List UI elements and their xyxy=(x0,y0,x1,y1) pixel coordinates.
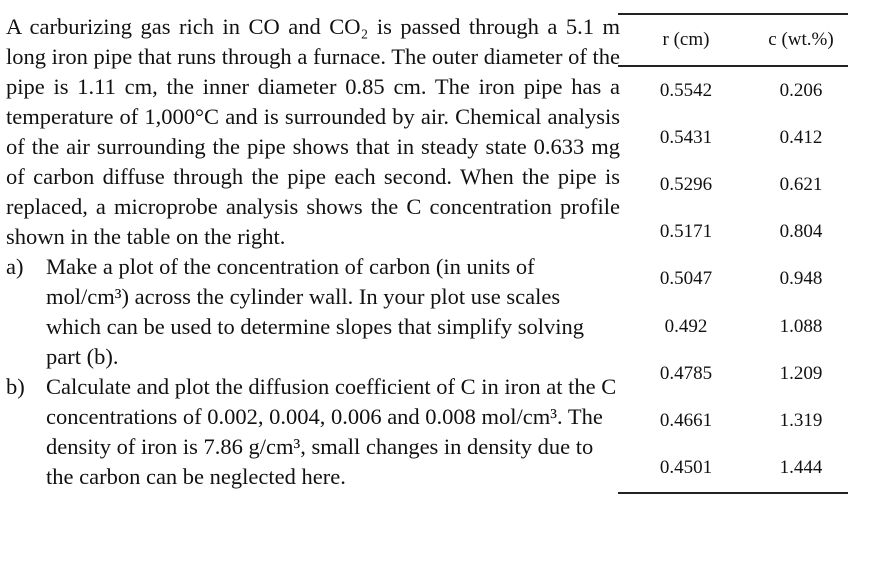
cell-radius: 0.5171 xyxy=(659,221,713,243)
problem-intro: A carburizing gas rich in CO and CO₂ is … xyxy=(6,14,620,249)
table-row: 0.4661 1.319 xyxy=(618,397,848,444)
cell-concentration: 1.319 xyxy=(779,409,823,431)
cell-concentration: 0.621 xyxy=(779,173,823,195)
cell-concentration: 0.948 xyxy=(779,268,823,290)
cell-radius: 0.5047 xyxy=(659,268,713,290)
table-row: 0.5431 0.412 xyxy=(618,114,848,161)
header-radius: r (cm) xyxy=(618,13,754,67)
cell-radius: 0.4661 xyxy=(659,409,713,431)
cell-concentration: 1.444 xyxy=(754,444,848,494)
table-row: 0.5296 0.621 xyxy=(618,161,848,208)
cell-radius: 0.5296 xyxy=(659,173,713,195)
cell-concentration: 0.206 xyxy=(779,79,823,101)
table-row: 0.4501 1.444 xyxy=(618,444,848,494)
concentration-table: r (cm) c (wt.%) 0.5542 0.206 0.5431 0.412 … xyxy=(618,13,848,494)
concentration-table-wrap: r (cm) c (wt.%) 0.5542 0.206 0.5431 0.412 … xyxy=(618,13,848,494)
cell-radius: 0.4501 xyxy=(618,444,754,494)
header-concentration: c (wt.%) xyxy=(754,13,848,67)
part-b-text: Calculate and plot the diffusion coeffic… xyxy=(46,374,617,489)
cell-concentration: 1.209 xyxy=(779,362,823,384)
part-b: b) Calculate and plot the diffusion coef… xyxy=(6,372,620,492)
cell-concentration: 1.088 xyxy=(779,315,823,337)
cell-radius: 0.492 xyxy=(664,315,708,337)
table-row: 0.492 1.088 xyxy=(618,303,848,350)
cell-radius: 0.5431 xyxy=(659,126,713,148)
part-a-text: Make a plot of the concentration of carb… xyxy=(46,254,585,369)
table-row: 0.4785 1.209 xyxy=(618,350,848,397)
cell-radius: 0.4785 xyxy=(659,362,713,384)
part-a-label: a) xyxy=(6,254,24,279)
table-row: 0.5171 0.804 xyxy=(618,209,848,256)
part-a: a) Make a plot of the concentration of c… xyxy=(6,252,620,372)
table-header-row: r (cm) c (wt.%) xyxy=(618,13,848,67)
cell-concentration: 0.412 xyxy=(779,126,823,148)
table-row: 0.5047 0.948 xyxy=(618,256,848,303)
part-b-label: b) xyxy=(6,374,25,399)
cell-radius: 0.5542 xyxy=(659,79,713,101)
table-row: 0.5542 0.206 xyxy=(618,66,848,114)
problem-statement: A carburizing gas rich in CO and CO₂ is … xyxy=(6,12,620,492)
cell-concentration: 0.804 xyxy=(779,221,823,243)
